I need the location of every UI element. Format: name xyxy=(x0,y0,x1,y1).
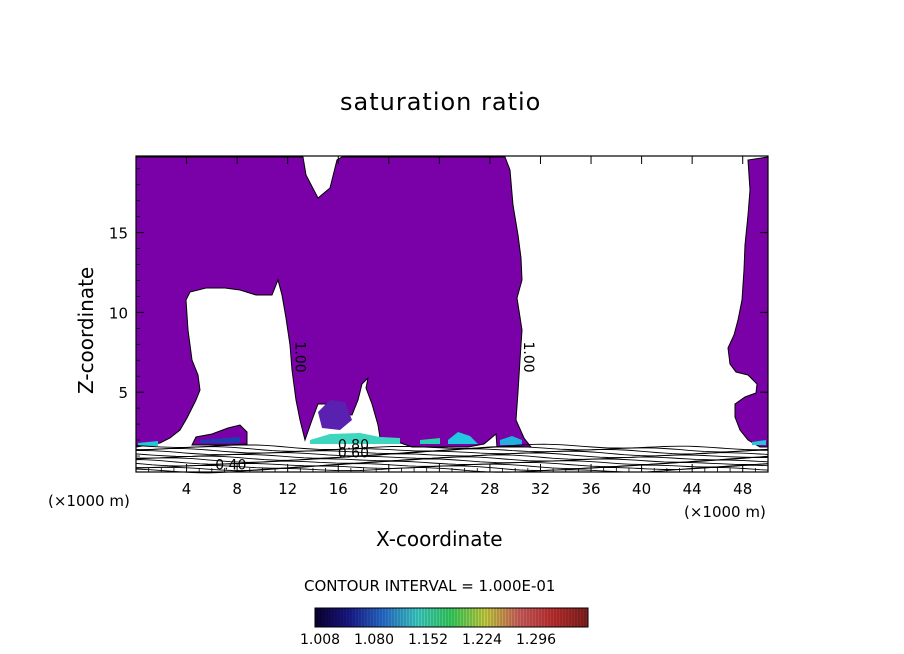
x-tick-label: 4 xyxy=(182,480,192,498)
contour-line-11 xyxy=(135,464,769,472)
contour-interval-label: CONTOUR INTERVAL = 1.000E-01 xyxy=(304,577,556,595)
chart-title: saturation ratio xyxy=(340,88,542,116)
x-tick-label: 12 xyxy=(278,480,297,498)
saturation-fill-regions xyxy=(135,156,769,448)
contour-line-7 xyxy=(135,456,769,463)
contour-label: 0.80 xyxy=(338,438,369,454)
supersaturation-streak-7 xyxy=(500,436,522,445)
contour-label: 0.60 xyxy=(338,446,369,462)
colorbar-tick-label: 1.080 xyxy=(354,632,395,648)
supersaturation-streak-4 xyxy=(318,400,352,430)
supersaturation-streak-1 xyxy=(138,441,158,446)
contour-label: 1.00 xyxy=(520,342,536,373)
x-unit-label-right: (×1000 m) xyxy=(684,503,766,521)
x-tick-label: 8 xyxy=(232,480,242,498)
x-tick-label: 32 xyxy=(531,480,550,498)
supersaturation-streak-2 xyxy=(200,437,240,443)
y-tick-label: 15 xyxy=(109,225,128,243)
contour-label: 0.40 xyxy=(215,458,246,474)
contour-labels: 1.00 1.00 0.800.60 0.40 xyxy=(215,342,536,474)
x-tick-label: 16 xyxy=(329,480,348,498)
x-tick-label: 20 xyxy=(379,480,398,498)
contour-line-5 xyxy=(135,452,769,459)
saturated-region-3 xyxy=(727,156,769,448)
contour-line-1 xyxy=(135,443,769,451)
contour-line-9 xyxy=(135,460,769,468)
x-tick-label: 36 xyxy=(581,480,600,498)
x-tick-label: 24 xyxy=(430,480,449,498)
colorbar-tick-label: 1.224 xyxy=(462,632,503,648)
x-tick-label: 40 xyxy=(632,480,651,498)
contour-line-2 xyxy=(135,446,769,453)
supersaturation-streak-6 xyxy=(448,432,478,444)
colorbar-tick-label: 1.152 xyxy=(408,632,449,648)
x-unit-label-left: (×1000 m) xyxy=(48,492,130,510)
supersaturation-streak-8 xyxy=(752,440,766,445)
colorbar xyxy=(314,607,589,628)
x-tick-label: 44 xyxy=(683,480,702,498)
x-tick-label: 28 xyxy=(480,480,499,498)
supersaturation-streak-5 xyxy=(420,438,440,444)
x-axis-label: X-coordinate xyxy=(376,527,503,551)
x-tick-label: 48 xyxy=(733,480,752,498)
y-axis-label: Z-coordinate xyxy=(74,266,98,394)
colorbar-bar xyxy=(314,607,589,628)
y-tick-label: 5 xyxy=(118,384,128,402)
contour-label: 1.00 xyxy=(291,342,307,373)
colorbar-tick-label: 1.008 xyxy=(300,632,341,648)
contour-line-3 xyxy=(135,448,768,455)
y-tick-label: 10 xyxy=(109,304,128,322)
saturated-region-1 xyxy=(135,156,533,448)
supersaturation-streak-3 xyxy=(310,433,400,444)
colorbar-tick-label: 1.296 xyxy=(516,632,557,648)
